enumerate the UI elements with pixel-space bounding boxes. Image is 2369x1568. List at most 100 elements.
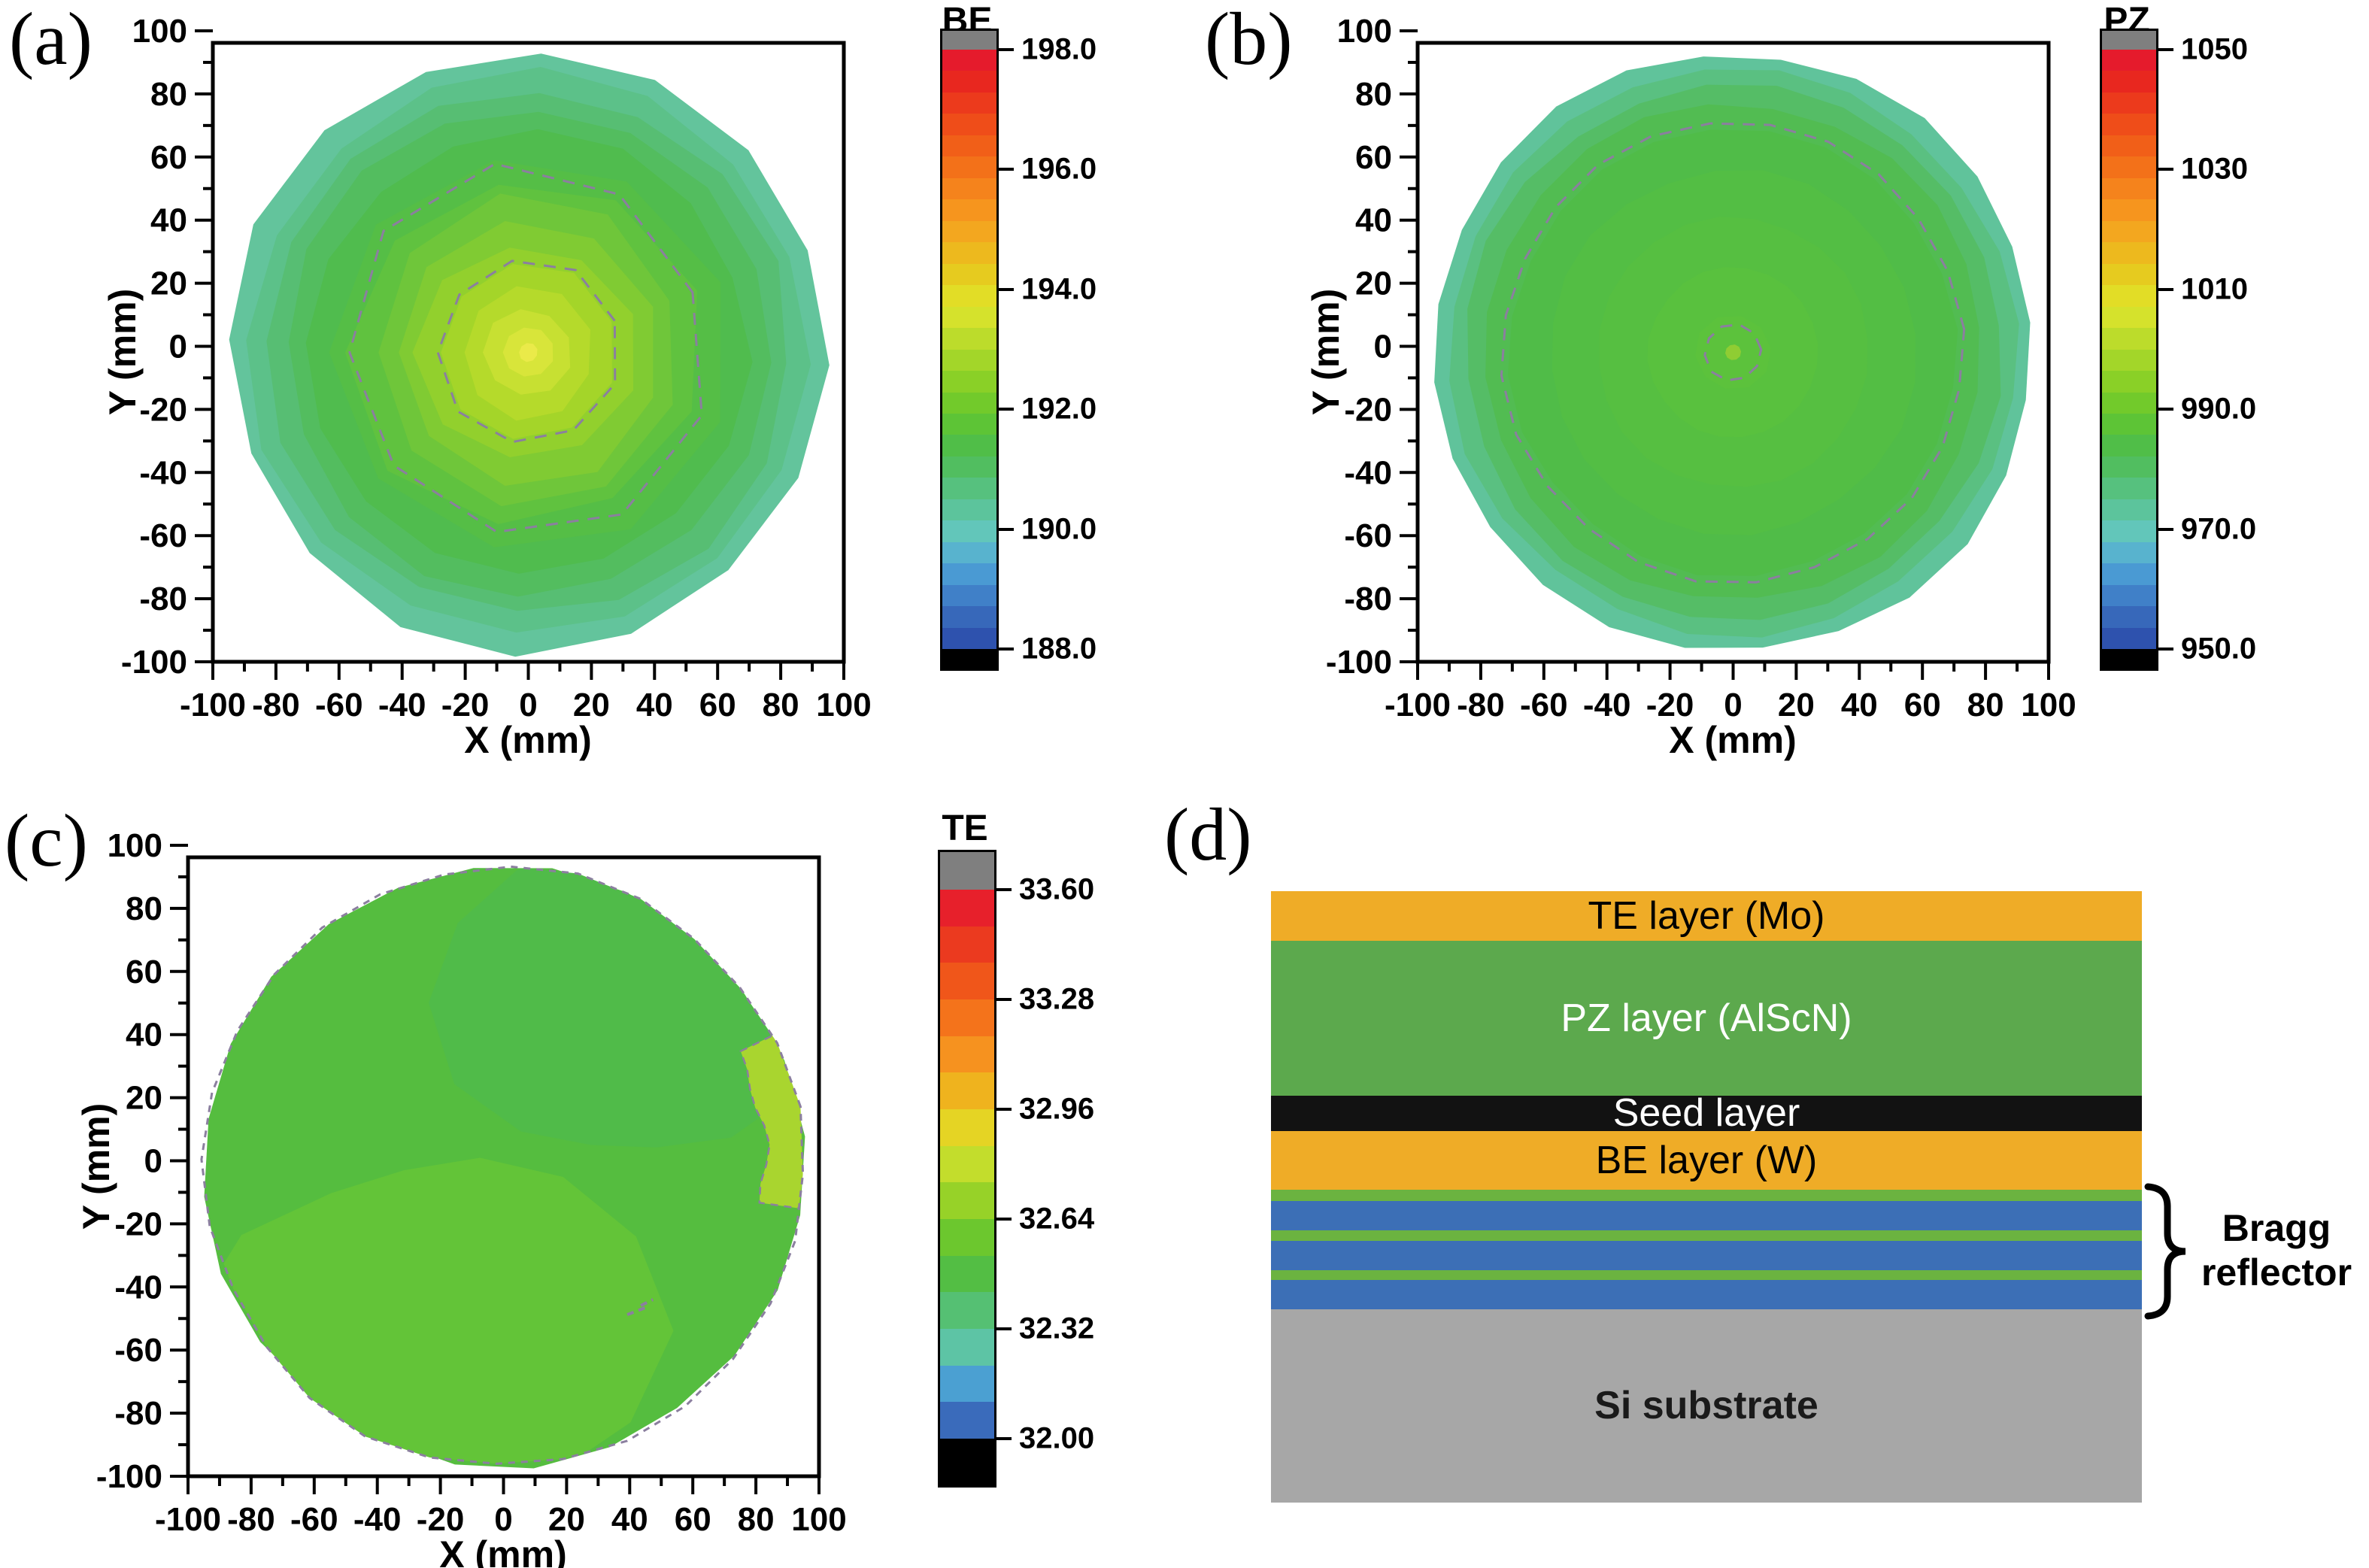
- y-tick-label: 80: [150, 76, 187, 113]
- layer-te-layer-mo: TE layer (Mo): [1271, 891, 2142, 941]
- colorbar-tick-label: 1050: [2181, 32, 2248, 66]
- colorbar-tick-label: 196.0: [1021, 152, 1097, 186]
- colorbar-band: [942, 584, 996, 607]
- y-tick-label: 60: [126, 954, 162, 990]
- panel-label-c: (c): [5, 799, 88, 882]
- colorbar-tick: [997, 408, 1014, 411]
- colorbar-tick-label: 32.32: [1019, 1312, 1095, 1345]
- y-tick-label: -80: [1344, 581, 1392, 617]
- x-axis-title-a: X (mm): [464, 719, 592, 761]
- colorbar-pz: [2100, 29, 2158, 671]
- colorbar-tick-label: 33.60: [1019, 872, 1095, 906]
- y-tick-label: 80: [1355, 76, 1392, 113]
- colorbar-tick: [2157, 527, 2173, 531]
- colorbar-band: [2102, 71, 2156, 93]
- colorbar-band: [940, 1255, 994, 1293]
- x-tick-label: 40: [1841, 687, 1878, 723]
- colorbar-band: [2102, 520, 2156, 542]
- colorbar-tick: [995, 998, 1012, 1001]
- bragg-sublayer: [1271, 1200, 2142, 1230]
- colorbar-over-cap: [942, 31, 996, 50]
- layer-label: Seed layer: [1612, 1091, 1800, 1136]
- y-tick-label: 60: [1355, 139, 1392, 176]
- panel-label-d: (d): [1164, 793, 1252, 876]
- y-tick-label: 80: [126, 890, 162, 927]
- colorbar-band: [942, 135, 996, 157]
- colorbar-under-cap: [940, 1439, 994, 1486]
- x-tick-label: -40: [353, 1501, 402, 1538]
- colorbar-band: [940, 963, 994, 1000]
- x-tick-label: -40: [1583, 687, 1631, 723]
- colorbar-tick: [997, 168, 1014, 171]
- colorbar-tick: [995, 1437, 1012, 1440]
- bragg-reflector-label: Bragg reflector: [2201, 1207, 2352, 1294]
- panel-label-a: (a): [9, 0, 93, 80]
- y-tick-label: -40: [1344, 454, 1392, 491]
- x-tick-label: 80: [1967, 687, 2004, 723]
- dashed-wafer-edge: [200, 865, 805, 1465]
- colorbar-band: [942, 199, 996, 221]
- colorbar-band: [2102, 627, 2156, 650]
- x-tick-label: -40: [378, 687, 426, 723]
- layer-stack: TE layer (Mo) PZ layer (AlScN) Seed layer B…: [1271, 891, 2142, 1503]
- x-tick-label: 80: [763, 687, 799, 723]
- bragg-sublayer: [1271, 1269, 2142, 1280]
- x-tick-label: 0: [519, 687, 537, 723]
- colorbar-tick-label: 32.96: [1019, 1092, 1095, 1126]
- dashed-contour: [436, 259, 617, 444]
- x-tick-label: 20: [548, 1501, 585, 1538]
- colorbar-band: [2102, 177, 2156, 200]
- colorbar-band: [942, 50, 996, 71]
- x-tick-label: -100: [180, 687, 246, 723]
- colorbar-band: [942, 435, 996, 456]
- bragg-sublayer: [1271, 1230, 2142, 1241]
- colorbar-band: [2102, 371, 2156, 393]
- y-tick-label: 20: [1355, 265, 1392, 302]
- y-tick-label: 100: [108, 827, 162, 864]
- layer-be-layer-w: BE layer (W): [1271, 1130, 2142, 1190]
- bragg-sublayer: [1271, 1279, 2142, 1309]
- colorbar-band: [2102, 349, 2156, 372]
- colorbar-tick-label: 1030: [2181, 152, 2248, 186]
- colorbar-tick-label: 188.0: [1021, 632, 1097, 666]
- colorbar-tick: [995, 888, 1012, 891]
- colorbar-title-te: TE: [942, 808, 988, 848]
- colorbar-band: [2102, 328, 2156, 350]
- layer-label: TE layer (Mo): [1588, 893, 1825, 938]
- colorbar-tick-label: 33.28: [1019, 982, 1095, 1016]
- colorbar-band: [940, 999, 994, 1036]
- colorbar-band: [942, 156, 996, 178]
- colorbar-tick-label: 194.0: [1021, 272, 1097, 306]
- colorbar-tick-label: 1010: [2181, 272, 2248, 306]
- colorbar-band: [942, 541, 996, 564]
- colorbar-over-cap: [2102, 31, 2156, 50]
- x-tick-label: -80: [252, 687, 300, 723]
- contour-artifact-dash: [626, 1298, 654, 1316]
- colorbar-band: [2102, 263, 2156, 286]
- colorbar-band: [940, 1145, 994, 1183]
- layer-label: PZ layer (AlScN): [1561, 996, 1852, 1040]
- colorbar-band: [2102, 413, 2156, 435]
- colorbar-band: [2102, 456, 2156, 478]
- dashed-contour: [1703, 323, 1763, 382]
- layer-si-substrate: Si substrate: [1271, 1309, 2142, 1503]
- colorbar-under-cap: [2102, 649, 2156, 669]
- y-tick-label: 20: [126, 1080, 162, 1117]
- colorbar-band: [942, 114, 996, 135]
- y-tick-label: 40: [1355, 202, 1392, 239]
- colorbar-band: [940, 1219, 994, 1256]
- colorbar-band: [2102, 156, 2156, 178]
- colorbar-band: [2102, 584, 2156, 607]
- colorbar-tick: [997, 287, 1014, 291]
- y-tick-label: 40: [150, 202, 187, 239]
- colorbar-band: [940, 1036, 994, 1073]
- bragg-sublayer: [1271, 1240, 2142, 1270]
- colorbar-tick-label: 970.0: [2181, 512, 2257, 546]
- x-tick-label: -100: [1385, 687, 1451, 723]
- x-tick-label: -20: [417, 1501, 465, 1538]
- colorbar-band: [942, 220, 996, 243]
- y-tick-label: 0: [1374, 329, 1392, 365]
- x-tick-label: 60: [699, 687, 736, 723]
